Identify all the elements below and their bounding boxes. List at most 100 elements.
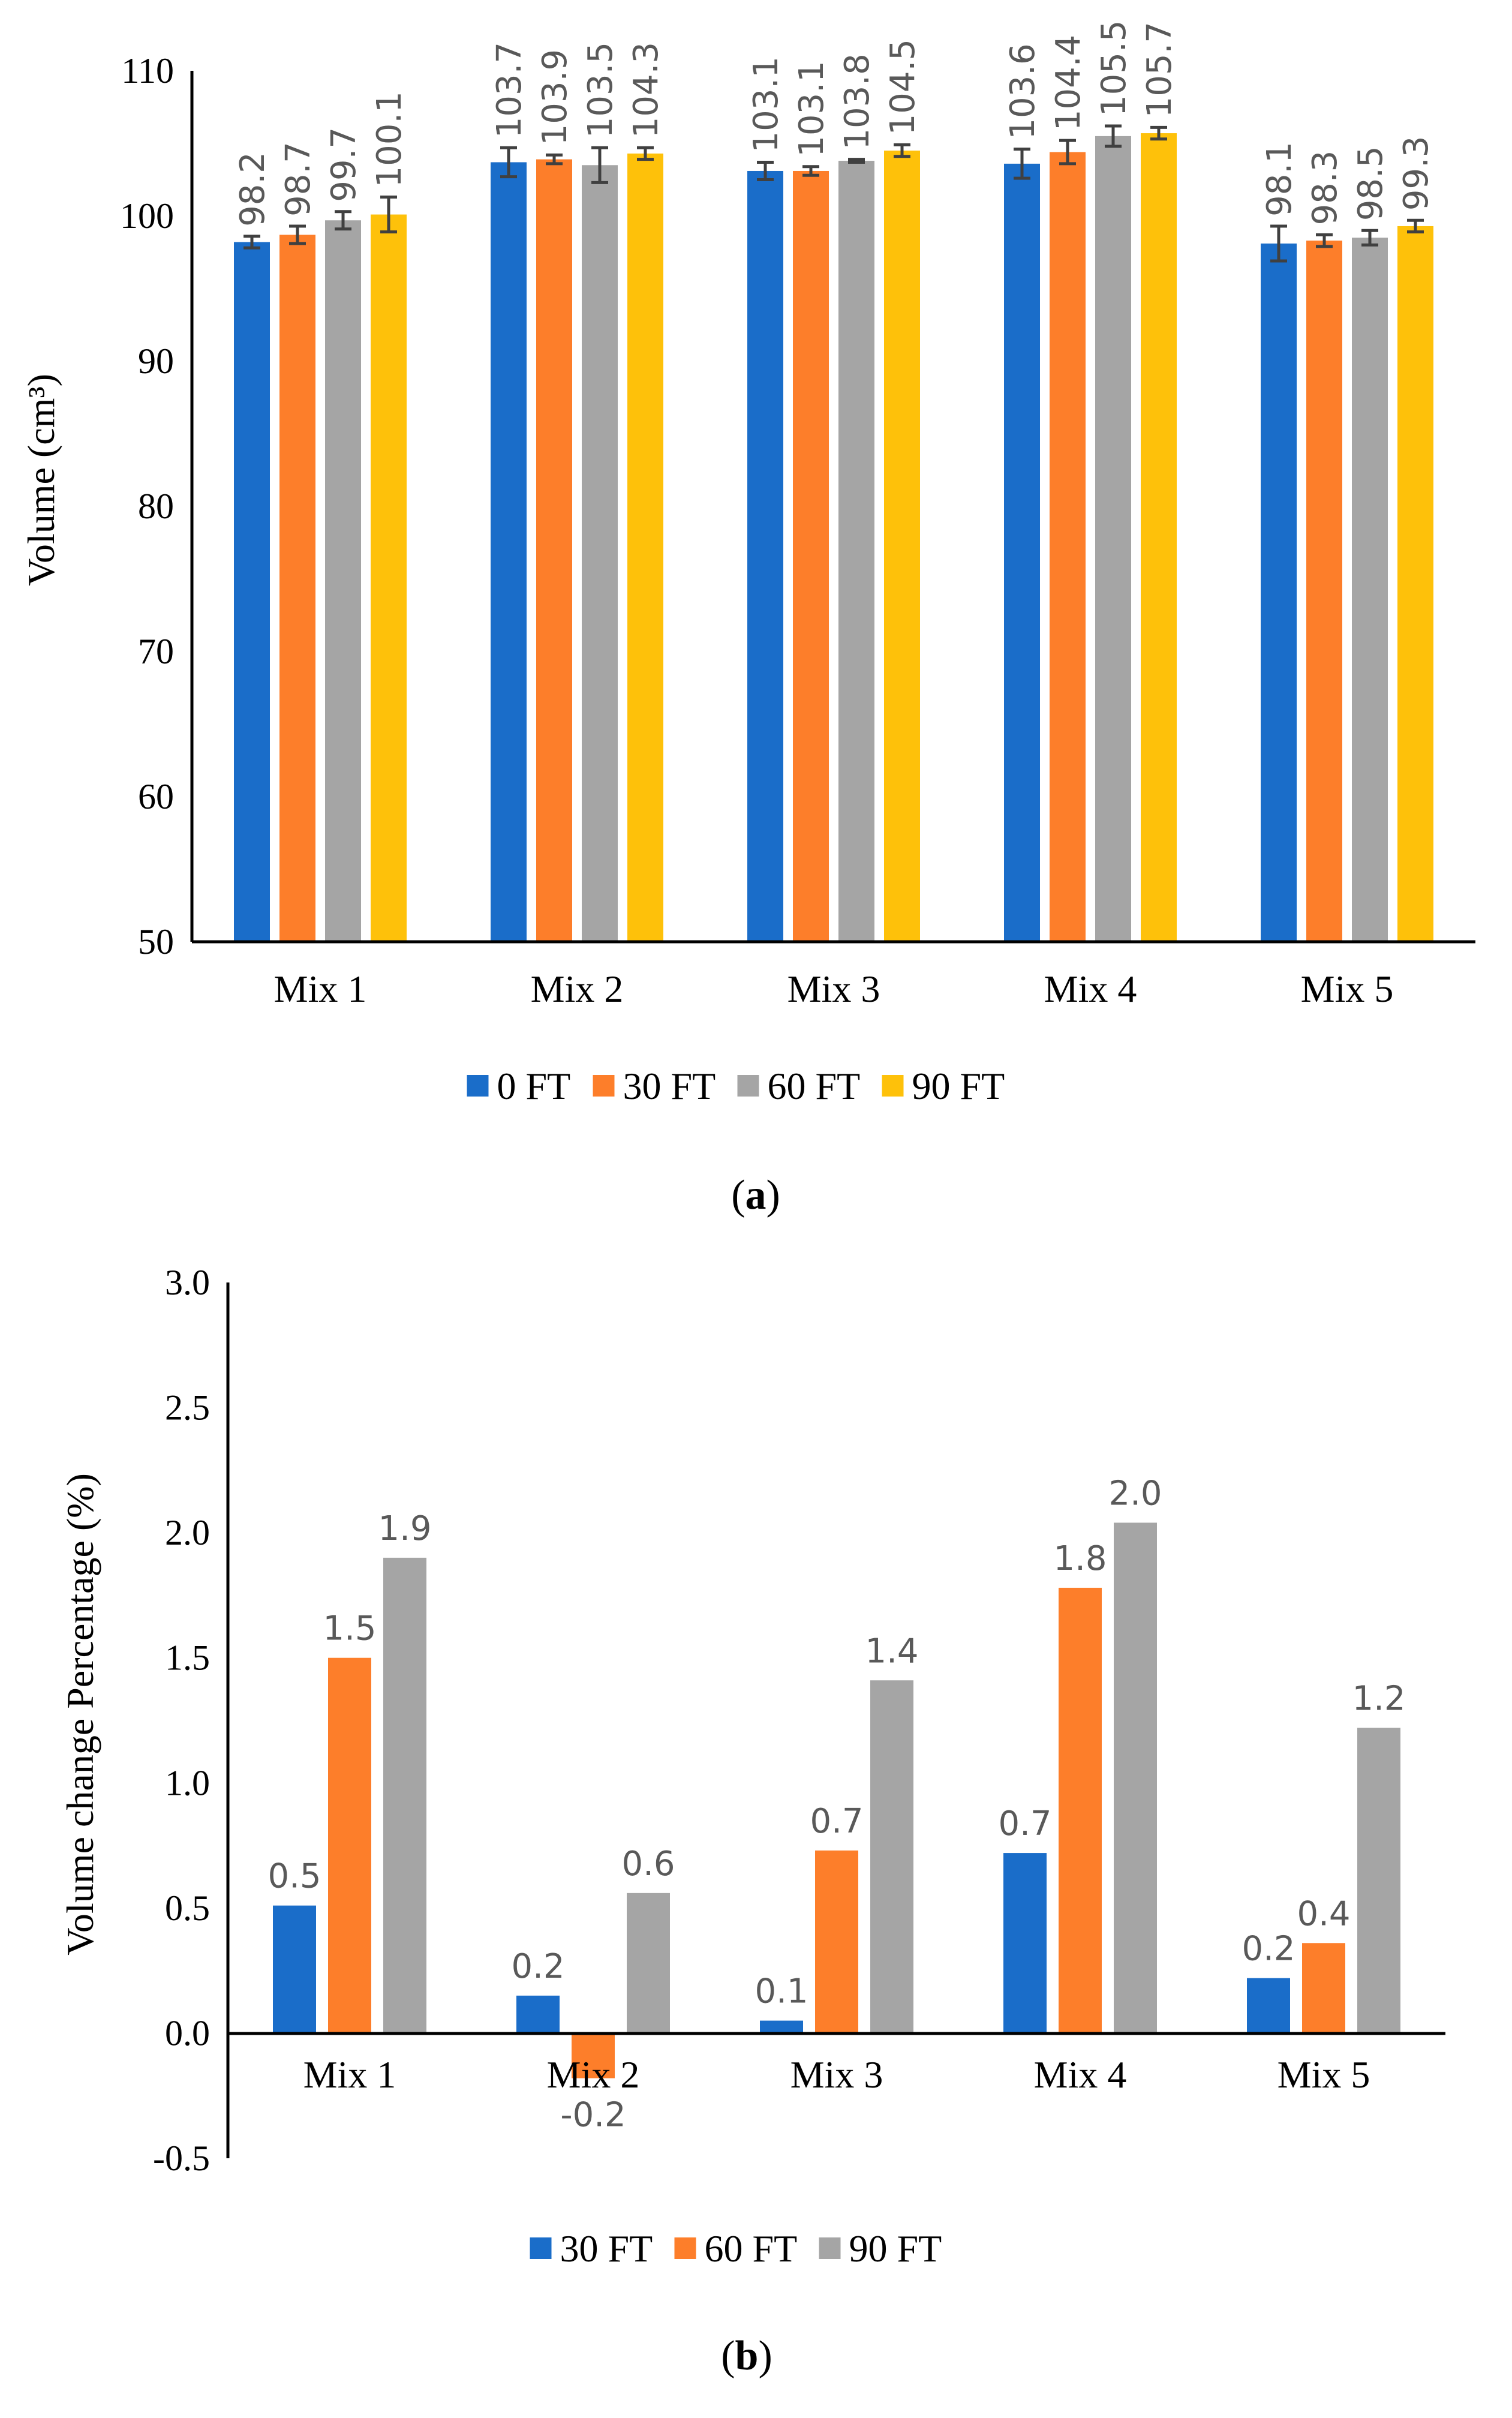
data-label: 103.9	[536, 49, 575, 145]
legend-label: 30 FT	[560, 2227, 653, 2270]
data-label: 99.7	[324, 127, 363, 202]
data-label: 103.1	[792, 61, 831, 157]
y-tick-label: 2.5	[165, 1388, 210, 1428]
legend-swatch	[530, 2237, 552, 2259]
bar	[1003, 1853, 1047, 2033]
y-tick-label: 1.5	[165, 1638, 210, 1678]
data-label: 2.0	[1108, 1474, 1162, 1513]
y-tick-label: 110	[121, 51, 174, 91]
data-label: 1.2	[1352, 1680, 1405, 1719]
data-label: 0.4	[1297, 1894, 1350, 1933]
chart-a-y-ticks: 50 60 70 80 90 100 110	[120, 51, 174, 962]
y-tick-label: 80	[138, 486, 174, 526]
bar	[793, 170, 829, 942]
chart-a-error-bars	[244, 124, 1424, 263]
data-label: 103.8	[838, 53, 877, 149]
legend-swatch	[674, 2237, 696, 2259]
y-tick-label: 3.0	[165, 1263, 210, 1302]
legend-label: 30 FT	[623, 1065, 716, 1107]
x-category-label: Mix 3	[787, 968, 880, 1010]
y-tick-label: 0.5	[165, 1888, 210, 1928]
legend-label: 90 FT	[912, 1065, 1005, 1107]
chart-a-categories: Mix 1 Mix 2 Mix 3 Mix 4 Mix 5	[274, 968, 1394, 1010]
data-label: -0.2	[560, 2096, 626, 2135]
data-label: 98.5	[1351, 146, 1390, 221]
data-label: 0.1	[755, 1972, 808, 2011]
data-label: 100.1	[370, 91, 409, 187]
y-tick-label: 50	[138, 922, 174, 962]
bar	[1397, 226, 1433, 942]
data-label: 105.7	[1140, 22, 1179, 118]
data-label: 0.5	[267, 1857, 321, 1896]
x-category-label: Mix 5	[1277, 2053, 1370, 2096]
legend-swatch	[467, 1075, 489, 1097]
bar	[627, 1893, 670, 2033]
legend-label: 60 FT	[705, 2227, 798, 2270]
legend-swatch	[819, 2237, 841, 2259]
y-tick-label: 60	[138, 777, 174, 816]
data-label: 1.5	[323, 1609, 376, 1648]
data-label: 104.5	[883, 39, 922, 135]
data-label: 98.2	[233, 152, 272, 227]
bar	[1247, 1978, 1290, 2033]
x-category-label: Mix 1	[303, 2053, 396, 2096]
data-label: 103.5	[581, 42, 620, 138]
data-label: 103.6	[1003, 43, 1042, 139]
x-category-label: Mix 3	[790, 2053, 883, 2096]
data-label: 103.7	[490, 42, 529, 138]
bar	[1050, 152, 1086, 942]
chart-b-ylabel: Volume change Percentage (%)	[59, 1473, 101, 1956]
chart-b-volume-change: Volume change Percentage (%) -0.5 0.0 0.5 1…	[59, 1263, 1445, 2379]
bar	[1114, 1522, 1157, 2033]
data-label: 98.1	[1260, 142, 1299, 217]
data-label: 99.3	[1397, 136, 1436, 211]
bar	[516, 1995, 560, 2033]
legend-swatch	[593, 1075, 615, 1097]
legend-label: 0 FT	[497, 1065, 571, 1107]
legend-swatch	[882, 1075, 904, 1097]
y-tick-label: -0.5	[153, 2138, 210, 2178]
chart-b-legend: 30 FT 60 FT 90 FT	[530, 2227, 942, 2270]
bar	[1352, 238, 1388, 942]
chart-a-bars	[234, 133, 1433, 942]
bar	[536, 159, 572, 942]
bar	[1141, 133, 1177, 942]
x-category-label: Mix 4	[1034, 2053, 1127, 2096]
data-label: 105.5	[1095, 20, 1134, 116]
bar	[1357, 1728, 1400, 2033]
bar	[1004, 163, 1040, 942]
y-tick-label: 1.0	[165, 1763, 210, 1803]
chart-b-panel-label: (b)	[721, 2333, 772, 2379]
bar	[325, 220, 361, 942]
bar	[815, 1850, 858, 2033]
bar	[1302, 1943, 1345, 2033]
legend-swatch	[737, 1075, 759, 1097]
bar	[572, 2033, 615, 2078]
legend-label: 90 FT	[849, 2227, 942, 2270]
data-label: 104.3	[627, 42, 666, 138]
data-label: 104.4	[1049, 35, 1088, 131]
y-tick-label: 0.0	[165, 2013, 210, 2053]
chart-a-panel-label: (a)	[731, 1172, 780, 1218]
data-label: 103.1	[747, 56, 786, 152]
bar	[760, 2020, 803, 2033]
chart-a-legend: 0 FT 30 FT 60 FT 90 FT	[467, 1065, 1005, 1107]
x-category-label: Mix 2	[547, 2053, 640, 2096]
bar	[1059, 1587, 1102, 2033]
y-tick-label: 100	[120, 196, 174, 236]
data-label: 98.3	[1306, 151, 1345, 226]
chart-b-data-labels: 0.5 1.5 1.9 0.2 -0.2 0.6 0.1 0.7 1.4 0.7 1.82.0 0.2…	[267, 1474, 1405, 2134]
x-category-label: Mix 5	[1301, 968, 1394, 1010]
bar	[279, 235, 315, 942]
bar	[1095, 136, 1131, 942]
data-label: 0.7	[998, 1804, 1051, 1843]
bar	[383, 1557, 426, 2033]
x-category-label: Mix 2	[531, 968, 624, 1010]
data-label: 1.9	[378, 1509, 431, 1548]
data-label: 0.2	[1242, 1930, 1295, 1969]
chart-b-bars	[273, 1522, 1400, 2078]
data-label: 0.2	[511, 1947, 564, 1986]
chart-a-data-labels: 98.2 98.7 99.7 100.1 103.7 103.9 103.5 104.3 103…	[233, 20, 1436, 227]
